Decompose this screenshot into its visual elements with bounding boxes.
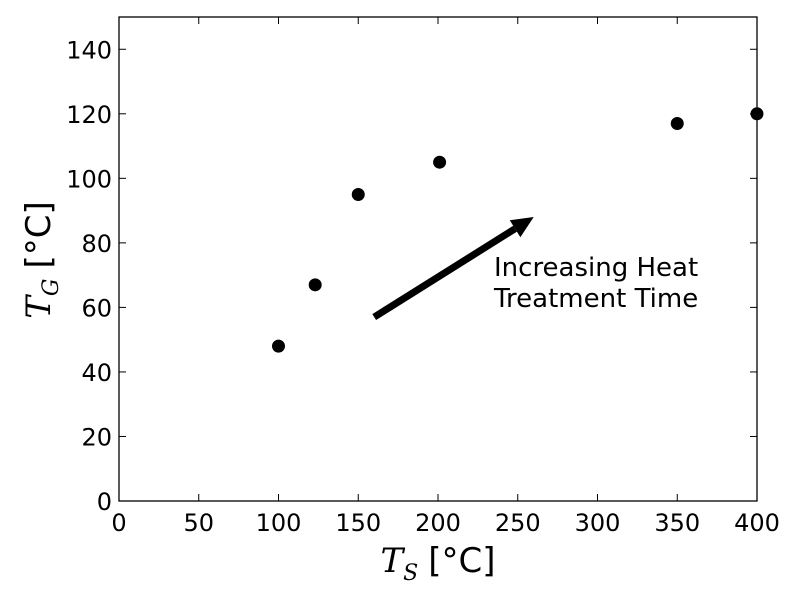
y-tick-label: 40 xyxy=(81,359,112,387)
data-point xyxy=(272,339,285,353)
x-tick-label: 250 xyxy=(495,509,541,537)
y-tick-label: 80 xyxy=(81,230,112,258)
x-tick-label: 400 xyxy=(734,509,780,537)
x-tick-label: 100 xyxy=(256,509,302,537)
svg-text:TG[°C]: TG [°C] xyxy=(19,201,64,319)
annotation-arrow-shaft xyxy=(372,225,517,321)
annotation-arrow-head xyxy=(509,217,534,238)
y-tick-label: 60 xyxy=(81,294,112,322)
x-axis-label-subscript: S xyxy=(403,561,418,586)
x-axis-label: TS [°C] xyxy=(380,541,495,586)
annotation: Increasing Heat Treatment Time xyxy=(493,253,698,314)
x-axis-label-unit: [°C] xyxy=(428,541,495,581)
x-tick-label: 0 xyxy=(111,509,126,537)
y-tick-label: 120 xyxy=(66,101,112,129)
x-tick-label: 50 xyxy=(183,509,214,537)
x-tick-label: 300 xyxy=(575,509,621,537)
x-tick-label: 150 xyxy=(335,509,381,537)
annotation-line-2: Treatment Time xyxy=(493,284,698,314)
data-point xyxy=(433,155,447,169)
data-point xyxy=(308,278,322,292)
x-tick-label: 200 xyxy=(415,509,461,537)
y-axis-label-unit: [°C] xyxy=(19,201,59,268)
data-point xyxy=(351,187,365,201)
y-axis-label: TG [°C] xyxy=(19,201,64,319)
annotation-line-1: Increasing Heat xyxy=(494,253,698,283)
x-axis-label-symbol: T xyxy=(380,541,405,581)
y-tick-label: 140 xyxy=(66,36,112,64)
y-tick-label: 20 xyxy=(81,423,112,451)
data-point xyxy=(750,107,764,121)
y-tick-label: 100 xyxy=(66,165,112,193)
x-tick-label: 350 xyxy=(654,509,700,537)
y-tick-label: 0 xyxy=(97,488,112,516)
y-axis-label-symbol: T xyxy=(19,294,59,319)
plot-layer: 0 50 100 150 200 250 300 350 400 0 20 40 60 80 100 120 1… xyxy=(66,16,780,537)
y-axis-label-subscript: G xyxy=(39,279,64,297)
svg-text:TS[°C]: TS [°C] xyxy=(380,541,495,586)
data-point xyxy=(670,116,684,130)
